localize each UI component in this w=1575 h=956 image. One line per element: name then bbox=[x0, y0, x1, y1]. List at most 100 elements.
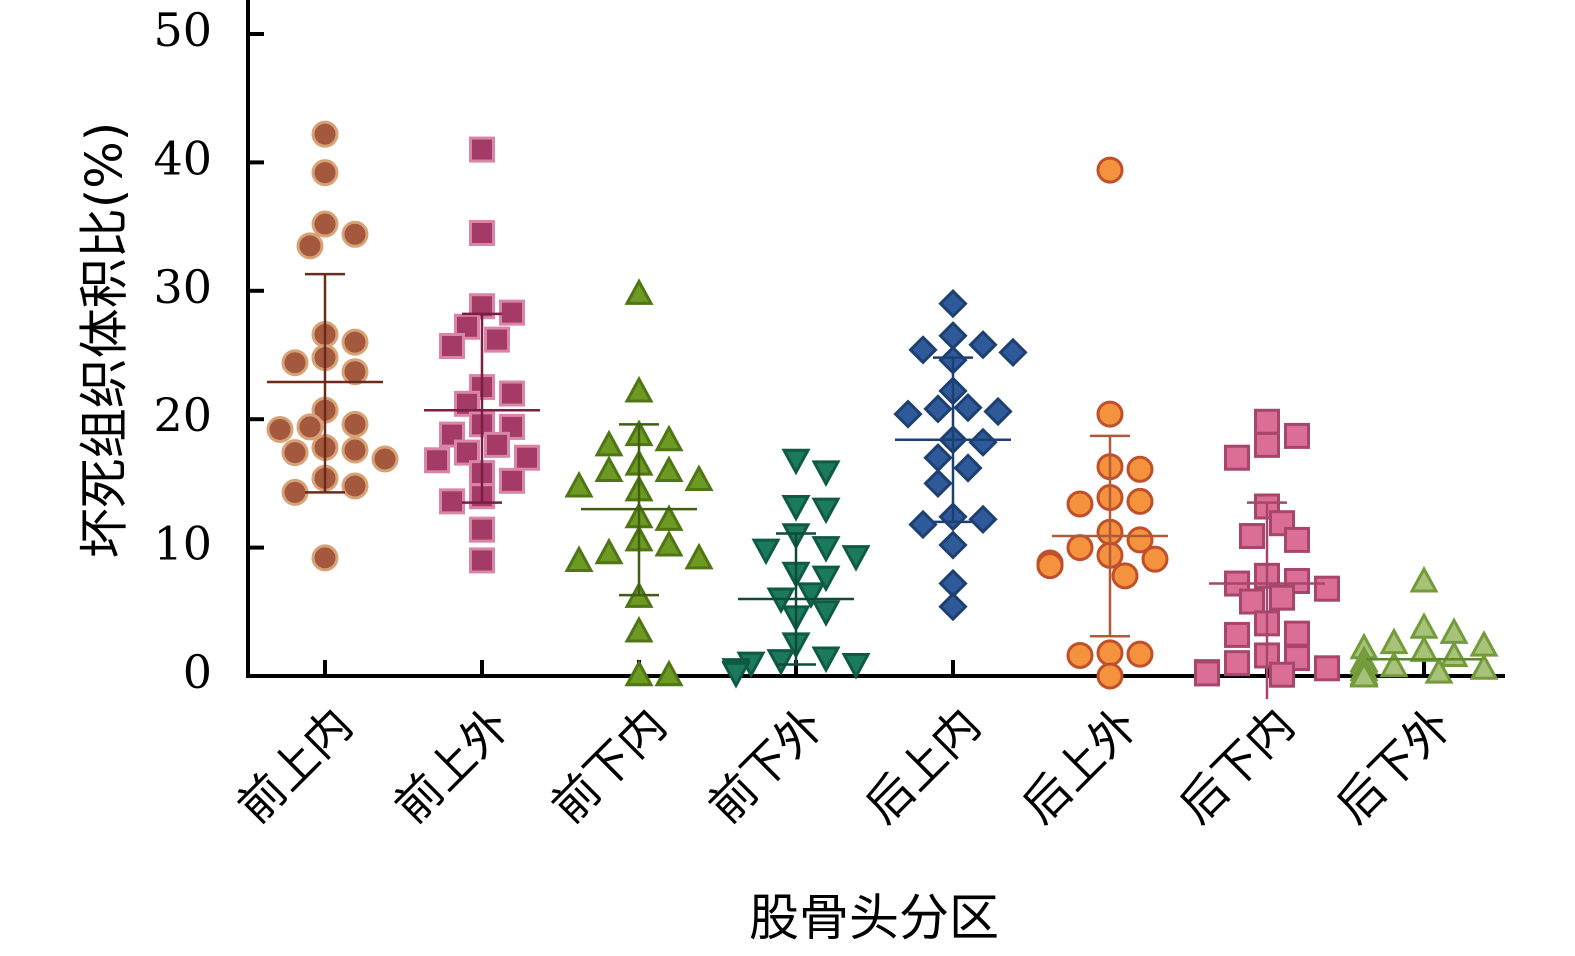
data-point-triangle-up bbox=[1469, 630, 1499, 657]
data-point-circle bbox=[341, 328, 369, 356]
data-point-square bbox=[1224, 621, 1250, 648]
data-point-triangle-down bbox=[811, 600, 841, 627]
data-points bbox=[266, 120, 1499, 690]
data-point-triangle-up bbox=[1469, 653, 1499, 680]
data-point-diamond bbox=[968, 504, 998, 534]
data-point-diamond bbox=[923, 468, 953, 499]
data-point-circle bbox=[1066, 641, 1094, 669]
data-point-square bbox=[1239, 523, 1265, 550]
data-point-circle bbox=[311, 210, 339, 238]
data-point-square bbox=[499, 380, 525, 407]
data-point-square bbox=[469, 516, 495, 543]
data-point-circle bbox=[296, 232, 324, 260]
data-point-triangle-up bbox=[1349, 660, 1379, 688]
data-point-triangle-up bbox=[564, 470, 594, 498]
data-point-circle bbox=[1096, 156, 1124, 184]
x-category-label: 前下外 bbox=[698, 698, 834, 834]
data-point-diamond bbox=[923, 394, 953, 424]
data-point-triangle-up bbox=[594, 537, 624, 565]
data-point-diamond bbox=[968, 330, 998, 360]
data-point-square bbox=[1239, 588, 1265, 615]
data-point-triangle-down bbox=[781, 448, 811, 476]
data-point-circle bbox=[341, 410, 369, 438]
data-point-square bbox=[1284, 422, 1310, 449]
data-point-circle bbox=[1066, 534, 1094, 562]
x-axis-title: 股骨头分区 bbox=[749, 889, 999, 947]
data-point-circle bbox=[1036, 552, 1064, 580]
data-point-circle bbox=[311, 120, 339, 148]
data-point-triangle-down bbox=[811, 460, 841, 487]
data-point-triangle-up bbox=[624, 278, 654, 305]
data-point-square bbox=[1284, 620, 1310, 647]
x-category-label: 后下内 bbox=[1169, 698, 1305, 834]
data-point-square bbox=[439, 488, 465, 515]
data-point-triangle-up bbox=[1409, 565, 1439, 593]
data-point-triangle-up bbox=[654, 529, 684, 557]
x-category-label: 前上外 bbox=[384, 698, 520, 834]
data-point-circle bbox=[281, 478, 309, 506]
data-point-diamond bbox=[968, 427, 998, 457]
data-point-circle bbox=[1141, 545, 1169, 573]
data-point-circle bbox=[281, 439, 309, 467]
data-point-square bbox=[514, 444, 540, 471]
y-tick-label: 40 bbox=[153, 131, 212, 185]
data-point-square bbox=[454, 439, 480, 466]
data-point-triangle-up bbox=[1409, 612, 1439, 639]
data-point-triangle-up bbox=[654, 424, 684, 452]
data-point-triangle-up bbox=[684, 464, 714, 492]
data-point-circle bbox=[296, 413, 324, 441]
data-point-diamond bbox=[953, 453, 983, 483]
data-point-square bbox=[1269, 661, 1295, 688]
axes bbox=[246, 0, 1505, 678]
data-point-diamond bbox=[938, 321, 968, 351]
data-point-triangle-up bbox=[594, 455, 624, 483]
data-point-triangle-up bbox=[654, 504, 684, 531]
data-point-square bbox=[469, 547, 495, 574]
data-point-square bbox=[1224, 444, 1250, 471]
data-point-square bbox=[484, 326, 510, 353]
data-point-triangle-down bbox=[781, 495, 811, 522]
data-point-triangle-down bbox=[811, 646, 841, 674]
y-tick-label: 20 bbox=[153, 388, 212, 442]
x-category-label: 后上内 bbox=[855, 698, 991, 834]
data-point-circle bbox=[1111, 562, 1139, 590]
data-point-diamond bbox=[908, 335, 938, 365]
data-point-diamond bbox=[908, 509, 938, 540]
data-point-diamond bbox=[983, 396, 1013, 427]
data-point-triangle-down bbox=[841, 652, 871, 680]
y-tick-label: 30 bbox=[153, 260, 212, 314]
data-point-circle bbox=[371, 445, 399, 473]
data-point-circle bbox=[1066, 490, 1094, 518]
x-category-label: 后下外 bbox=[1326, 698, 1462, 834]
data-point-diamond bbox=[923, 443, 953, 473]
data-point-circle bbox=[1126, 487, 1154, 515]
data-point-square bbox=[424, 447, 450, 474]
data-point-triangle-up bbox=[654, 455, 684, 483]
data-point-square bbox=[469, 136, 495, 163]
data-point-square bbox=[484, 431, 510, 458]
data-point-circle bbox=[1096, 400, 1124, 428]
data-point-square bbox=[1254, 408, 1280, 435]
data-point-triangle-down bbox=[796, 582, 826, 609]
data-point-diamond bbox=[998, 337, 1028, 368]
data-point-triangle-up bbox=[624, 375, 654, 403]
data-point-triangle-down bbox=[721, 661, 751, 689]
data-point-circle bbox=[1126, 640, 1154, 668]
data-point-triangle-up bbox=[624, 659, 654, 687]
y-tick-label: 50 bbox=[153, 3, 212, 57]
data-point-triangle-down bbox=[811, 565, 841, 593]
x-category-label: 后上外 bbox=[1012, 698, 1148, 834]
y-ticks: 0 10 20 30 40 50 bbox=[153, 3, 264, 699]
data-point-square bbox=[454, 313, 480, 340]
data-point-triangle-down bbox=[841, 545, 871, 572]
data-point-diamond bbox=[938, 289, 968, 319]
data-point-square bbox=[469, 220, 495, 247]
data-point-square bbox=[439, 333, 465, 360]
data-point-circle bbox=[1126, 526, 1154, 554]
data-point-triangle-up bbox=[1439, 640, 1469, 667]
data-point-circle bbox=[1126, 455, 1154, 483]
data-point-diamond bbox=[953, 393, 983, 423]
data-point-square bbox=[1254, 431, 1280, 458]
data-point-square bbox=[499, 467, 525, 494]
